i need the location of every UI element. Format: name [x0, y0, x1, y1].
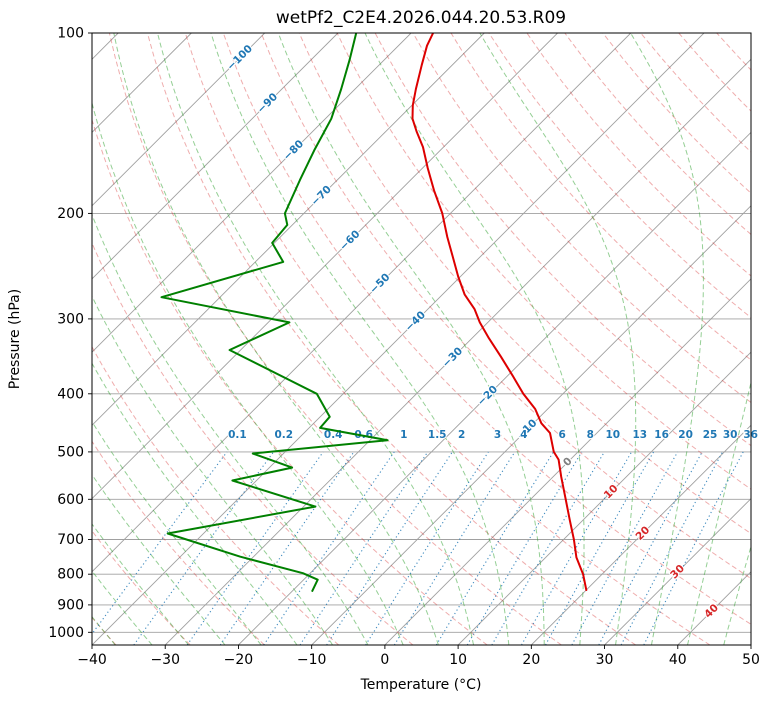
mixing-ratio-label: 2: [458, 429, 465, 441]
x-tick-label: 20: [522, 652, 540, 668]
sounding-profiles: [160, 33, 588, 592]
y-tick-label: 900: [57, 597, 84, 613]
moist-adiabat-line: [92, 213, 369, 645]
y-axis-label: Pressure (hPa): [7, 289, 23, 389]
dry-adiabat-line: [146, 33, 636, 645]
mixing-ratio-line: [435, 451, 554, 645]
moist-adiabat-line: [687, 380, 751, 645]
y-tick-label: 400: [57, 386, 84, 402]
mixing-ratio-line: [393, 451, 516, 645]
dry-adiabat-line: [92, 241, 414, 645]
mixing-ratio-label: 1: [400, 429, 407, 441]
y-tick-label: 700: [57, 532, 84, 548]
dry-adiabat-line: [92, 530, 191, 645]
isotherm-line: [92, 33, 485, 426]
mixing-ratio-line: [263, 451, 395, 645]
moist-adiabat-line: [113, 33, 439, 645]
x-tick-label: 50: [742, 652, 760, 668]
mixing-ratio-line: [643, 451, 744, 645]
dry-adiabat-line: [92, 440, 265, 645]
mixing-ratio-label: 30: [723, 429, 738, 441]
background-grid: [92, 33, 751, 645]
mixing-ratio-line: [133, 451, 275, 645]
plot-title: wetPf2_C2E4.2026.044.20.53.R09: [276, 8, 566, 28]
dry-adiabat-line: [92, 118, 488, 645]
x-tick-label: 40: [669, 652, 687, 668]
isotherm-line: [92, 33, 705, 645]
moist-adiabat-line: [630, 33, 704, 645]
dry-adiabat-line: [260, 33, 751, 580]
y-tick-label: 800: [57, 567, 84, 583]
moist-adiabat-line: [210, 33, 510, 645]
mixing-ratio-label: 10: [605, 429, 620, 441]
mixing-ratio-label: 4: [520, 429, 527, 441]
y-tick-label: 300: [57, 311, 84, 327]
dry-adiabat-line: [184, 33, 711, 645]
dry-adiabat-line: [108, 33, 562, 645]
isotherm-line: [238, 131, 751, 645]
y-tick-label: 600: [57, 492, 84, 508]
x-axis-label: Temperature (°C): [360, 677, 482, 693]
isotherm-line: [164, 58, 751, 645]
x-tick-label: −20: [224, 652, 254, 668]
x-tick-label: 10: [449, 652, 467, 668]
x-tick-label: 0: [380, 652, 389, 668]
y-tick-label: 100: [57, 26, 84, 42]
mixing-ratio-label: 8: [587, 429, 594, 441]
dry-adiabat-line: [450, 33, 751, 361]
isotherm-line: [384, 278, 751, 645]
isotherm-line: [92, 33, 266, 207]
mixing-ratio-label: 13: [632, 429, 647, 441]
mixing-ratio-label: 25: [703, 429, 718, 441]
moist-adiabat-line: [92, 101, 404, 645]
x-tick-label: 30: [596, 652, 614, 668]
mixing-ratio-label: 20: [678, 429, 693, 441]
dry-adiabat-line: [298, 33, 751, 535]
mixing-ratio-line: [326, 451, 453, 645]
moist-adiabat-line: [277, 33, 545, 645]
mixing-ratio-line: [598, 451, 703, 645]
y-tick-label: 500: [57, 444, 84, 460]
mixing-ratio-label: 6: [558, 429, 565, 441]
temperature-curve: [411, 33, 588, 591]
isotherm-line: [92, 33, 339, 280]
dewpoint-curve: [160, 33, 389, 592]
mixing-ratio-line: [365, 451, 489, 645]
isotherm-line: [530, 424, 751, 645]
moist-adiabat-line: [157, 33, 475, 645]
mixing-ratio-label: 3: [494, 429, 501, 441]
y-tick-label: 1000: [48, 625, 84, 641]
isotherm-line: [92, 33, 412, 353]
dry-adiabat-line: [92, 345, 340, 645]
isotherm-line: [457, 351, 751, 645]
isotherm-line: [311, 205, 751, 645]
mixing-ratio-label: 0.1: [228, 429, 247, 441]
dry-adiabat-line: [222, 33, 751, 625]
isotherm-line: [604, 497, 751, 645]
moist-adiabat-line: [92, 295, 334, 645]
x-tick-label: −10: [297, 652, 327, 668]
x-tick-label: −40: [77, 652, 107, 668]
mixing-ratio-label: 1.5: [428, 429, 447, 441]
moist-adiabat-line: [723, 544, 751, 645]
mixing-ratio-line: [186, 451, 324, 645]
plot-frame: [91, 32, 752, 646]
mixing-ratio-line: [219, 451, 355, 645]
mixing-ratio-label: 0.2: [274, 429, 293, 441]
moist-adiabat-line: [92, 420, 262, 645]
mixing-ratio-label: 16: [654, 429, 669, 441]
mixing-ratio-line: [620, 451, 724, 645]
mixing-ratio-line: [491, 451, 605, 645]
mixing-ratio-line: [299, 451, 429, 645]
dry-adiabat-line: [374, 33, 751, 447]
isotherm-line: [92, 33, 632, 573]
axes: −40 −30 −20 −10 0 10 20 30 40 5010020030040050060…: [48, 26, 760, 669]
y-tick-label: 200: [57, 206, 84, 222]
x-tick-label: −30: [150, 652, 180, 668]
